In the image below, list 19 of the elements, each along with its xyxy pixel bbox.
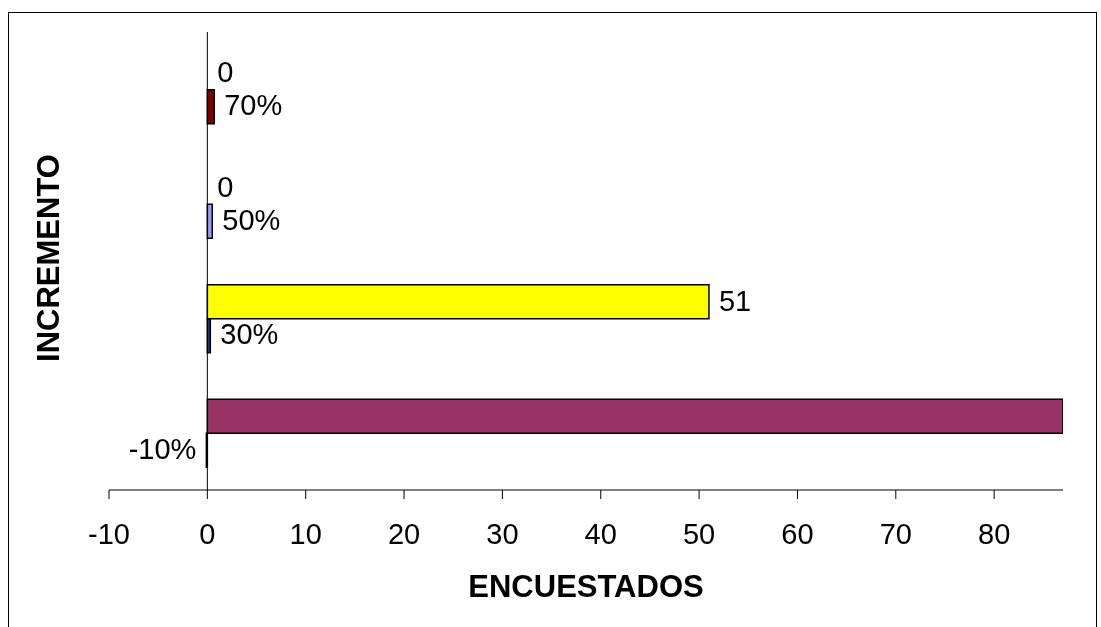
data-label: 51 bbox=[718, 285, 752, 318]
data-label: 30% bbox=[220, 318, 279, 351]
data-label: 70% bbox=[224, 89, 283, 122]
x-tick-label: 50 bbox=[682, 517, 716, 550]
x-tick-label: 70 bbox=[879, 517, 912, 550]
data-label: 50% bbox=[222, 203, 281, 236]
x-tick-label: 60 bbox=[781, 517, 814, 550]
x-tick-label: -10 bbox=[88, 517, 130, 550]
x-tick-label: 20 bbox=[387, 517, 421, 550]
x-tick-label: 30 bbox=[486, 517, 519, 550]
data-label: 0 bbox=[217, 170, 234, 203]
y-axis-title: INCREMENTO bbox=[30, 154, 66, 362]
x-tick-label: 40 bbox=[584, 517, 617, 550]
x-tick-label: 80 bbox=[978, 517, 1011, 550]
data-label: 0 bbox=[217, 56, 234, 89]
x-tick-label: 10 bbox=[289, 517, 322, 550]
data-label: -10% bbox=[128, 432, 197, 465]
x-axis-title: ENCUESTADOS bbox=[468, 569, 704, 605]
x-tick-label: 0 bbox=[199, 517, 216, 550]
